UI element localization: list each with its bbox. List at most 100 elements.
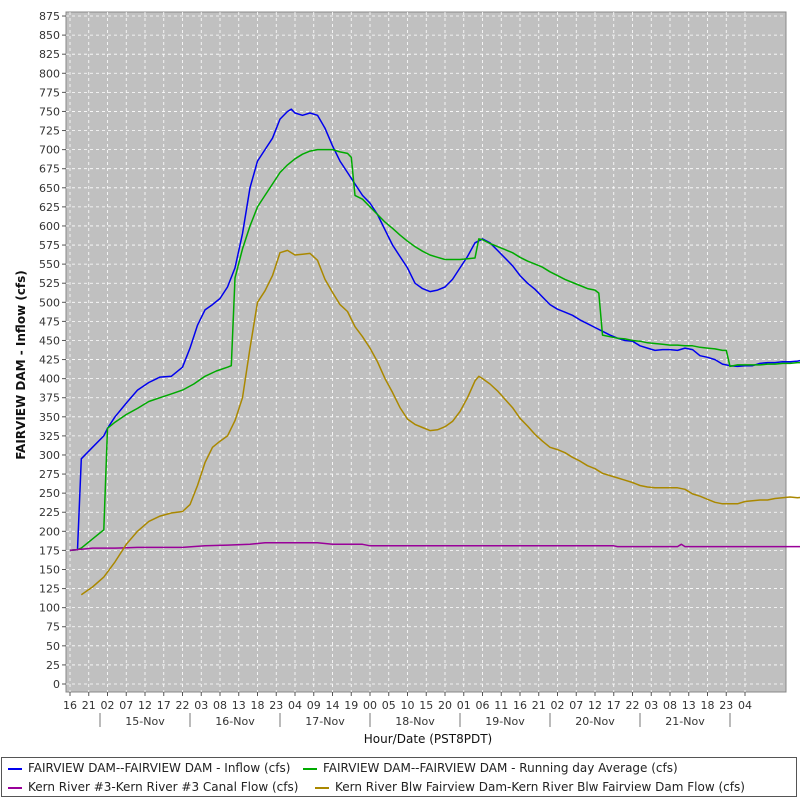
y-tick-label: 825: [39, 48, 60, 61]
x-hour-label: 18: [701, 699, 715, 712]
legend-label-canal-flow: Kern River #3-Kern River #3 Canal Flow (…: [28, 780, 299, 794]
y-tick-label: 450: [39, 334, 60, 347]
x-hour-label: 13: [682, 699, 696, 712]
x-hour-label: 23: [269, 699, 283, 712]
y-tick-label: 575: [39, 239, 60, 252]
y-tick-label: 500: [39, 296, 60, 309]
grid-lines: [66, 12, 786, 692]
series-line-running-average: [69, 148, 800, 552]
legend-label-inflow: FAIRVIEW DAM--FAIRVIEW DAM - Inflow (cfs…: [28, 761, 291, 775]
x-hour-label: 18: [251, 699, 265, 712]
x-hour-label: 17: [157, 699, 171, 712]
y-tick-label: 200: [39, 525, 60, 538]
y-tick-label: 125: [39, 583, 60, 596]
y-tick-label: 525: [39, 277, 60, 290]
x-hour-label: 14: [326, 699, 340, 712]
x-hour-label: 05: [382, 699, 396, 712]
x-hour-label: 17: [607, 699, 621, 712]
x-hour-label: 10: [401, 699, 415, 712]
y-axis-title: FAIRVIEW DAM - Inflow (cfs): [14, 270, 28, 460]
x-axis-title: Hour/Date (PST8PDT): [364, 732, 492, 746]
legend-item-running-average: FAIRVIEW DAM--FAIRVIEW DAM - Running day…: [303, 759, 678, 777]
x-hour-label: 22: [626, 699, 640, 712]
x-hour-label: 21: [532, 699, 546, 712]
x-hour-label: 07: [119, 699, 133, 712]
y-tick-label: 250: [39, 487, 60, 500]
y-tick-label: 625: [39, 201, 60, 214]
legend-item-blw-dam-flow: Kern River Blw Fairview Dam-Kern River B…: [315, 778, 745, 796]
y-tick-label: 475: [39, 315, 60, 328]
y-tick-label: 800: [39, 67, 60, 80]
y-tick-label: 775: [39, 86, 60, 99]
x-hour-label: 12: [588, 699, 602, 712]
legend-item-inflow: FAIRVIEW DAM--FAIRVIEW DAM - Inflow (cfs…: [8, 759, 290, 777]
x-hour-label: 02: [101, 699, 115, 712]
x-hour-label: 06: [476, 699, 490, 712]
y-tick-label: 350: [39, 411, 60, 424]
x-hour-label: 04: [738, 699, 752, 712]
y-tick-label: 725: [39, 125, 60, 138]
x-hour-label: 12: [138, 699, 152, 712]
y-tick-label: 600: [39, 220, 60, 233]
y-axis: 0 25 50 75 100 125 150 175 200 225 250 275 300 325 350…: [39, 10, 66, 691]
y-tick-label: 100: [39, 602, 60, 615]
series-line-canal-flow: [69, 542, 800, 552]
y-tick-label: 75: [46, 621, 60, 634]
x-hour-label: 16: [513, 699, 527, 712]
x-hour-label: 03: [644, 699, 658, 712]
y-tick-label: 275: [39, 468, 60, 481]
y-tick-label: 325: [39, 430, 60, 443]
x-hour-label: 20: [438, 699, 452, 712]
x-hour-label: 09: [307, 699, 321, 712]
y-tick-label: 0: [53, 678, 60, 691]
legend-label-blw-dam-flow: Kern River Blw Fairview Dam-Kern River B…: [335, 780, 745, 794]
x-hour-label: 00: [363, 699, 377, 712]
x-date-label: 20-Nov: [575, 715, 615, 728]
y-tick-label: 875: [39, 10, 60, 23]
y-tick-label: 750: [39, 105, 60, 118]
legend-swatch-canal-flow: [8, 786, 22, 789]
legend-item-canal-flow: Kern River #3-Kern River #3 Canal Flow (…: [8, 778, 298, 796]
x-date-label: 21-Nov: [665, 715, 705, 728]
x-hour-label: 01: [457, 699, 471, 712]
x-hour-label: 23: [719, 699, 733, 712]
x-hour-label: 08: [663, 699, 677, 712]
y-tick-label: 300: [39, 449, 60, 462]
legend-swatch-running-average: [303, 767, 317, 770]
y-tick-label: 225: [39, 506, 60, 519]
y-tick-label: 150: [39, 563, 60, 576]
y-tick-label: 375: [39, 392, 60, 405]
y-tick-label: 25: [46, 659, 60, 672]
x-hour-label: 13: [232, 699, 246, 712]
y-tick-label: 850: [39, 29, 60, 42]
chart-legend: FAIRVIEW DAM--FAIRVIEW DAM - Inflow (cfs…: [1, 757, 797, 797]
series-layer: [69, 108, 800, 596]
legend-swatch-inflow: [8, 767, 22, 770]
x-date-label: 18-Nov: [395, 715, 435, 728]
x-hour-label: 19: [344, 699, 358, 712]
y-tick-label: 675: [39, 163, 60, 176]
x-hour-label: 04: [288, 699, 302, 712]
y-tick-label: 50: [46, 640, 60, 653]
x-hour-label: 11: [494, 699, 508, 712]
y-tick-label: 550: [39, 258, 60, 271]
x-hour-label: 15: [419, 699, 433, 712]
x-hour-label: 16: [63, 699, 77, 712]
y-tick-label: 700: [39, 144, 60, 157]
line-chart: 0255075100125150175200225250275300325350…: [14, 10, 800, 746]
y-tick-label: 425: [39, 354, 60, 367]
x-hour-label: 22: [176, 699, 190, 712]
y-tick-label: 650: [39, 182, 60, 195]
y-tick-label: 175: [39, 544, 60, 557]
series-line-inflow: [69, 108, 800, 552]
legend-label-running-average: FAIRVIEW DAM--FAIRVIEW DAM - Running day…: [323, 761, 678, 775]
x-hour-label: 08: [213, 699, 227, 712]
x-hour-label: 21: [82, 699, 96, 712]
legend-swatch-blw-dam-flow: [315, 786, 329, 789]
x-date-label: 15-Nov: [125, 715, 165, 728]
y-tick-label: 400: [39, 373, 60, 386]
x-date-label: 17-Nov: [305, 715, 345, 728]
x-hour-label: 03: [194, 699, 208, 712]
x-date-label: 19-Nov: [485, 715, 525, 728]
x-axis: 16 21 02 07 12 17 22 03 08 13 18 23 04 09 14 19 00 05 10 15…: [63, 692, 752, 728]
